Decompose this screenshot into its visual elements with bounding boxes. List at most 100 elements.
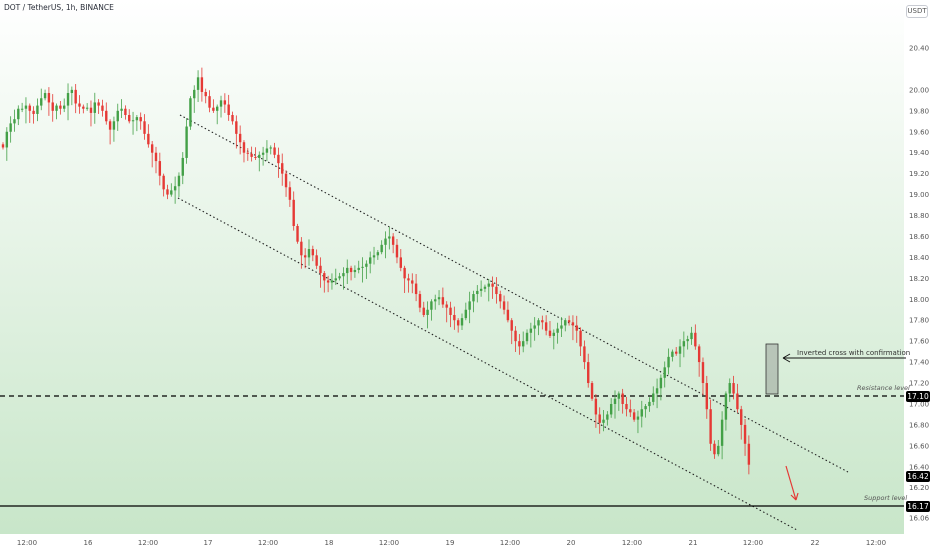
candle-body — [63, 105, 66, 109]
candle-body — [85, 107, 89, 109]
candle-body — [445, 304, 448, 308]
candle-body — [548, 330, 552, 336]
candle-body — [269, 147, 272, 149]
y-tick-label: 18.60 — [909, 233, 929, 241]
candle-body — [380, 244, 383, 253]
candle-body — [510, 320, 513, 331]
candle-body — [330, 280, 334, 283]
candle-body — [579, 330, 582, 347]
candle-body — [407, 278, 410, 281]
candle-body — [533, 325, 536, 329]
candle-body — [460, 318, 464, 326]
candle-body — [227, 104, 230, 116]
candle-body — [1, 144, 5, 148]
candle-body — [655, 388, 659, 394]
currency-badge[interactable]: USDT — [906, 5, 928, 18]
x-tick-label: 18 — [325, 539, 334, 547]
candle-body — [632, 412, 636, 420]
candle-body — [525, 332, 529, 342]
candle-body — [250, 153, 253, 157]
x-tick-label: 12:00 — [866, 539, 886, 547]
candle-body — [131, 120, 135, 122]
candle-body — [663, 367, 666, 378]
candle-body — [552, 332, 555, 336]
y-tick-label: 18.40 — [909, 254, 929, 262]
candle-body — [640, 409, 643, 417]
candle-body — [181, 157, 184, 176]
candle-body — [652, 393, 655, 402]
candle-body — [254, 156, 257, 158]
y-tick-label: 17.60 — [909, 338, 929, 346]
candle-body — [150, 144, 154, 153]
candle-body — [583, 346, 586, 363]
candle-body — [311, 249, 315, 256]
forecast-arrow-head — [790, 492, 799, 501]
candle-body — [414, 283, 418, 295]
candle-body — [154, 152, 158, 162]
x-tick-label: 12:00 — [258, 539, 278, 547]
candle-body — [334, 278, 337, 281]
candle-body — [196, 77, 200, 90]
candle-body — [342, 273, 345, 277]
candle-body — [629, 409, 632, 413]
candle-body — [112, 121, 116, 130]
price-axis-panel — [904, 0, 932, 550]
candle-body — [740, 409, 743, 425]
candle-body — [135, 117, 139, 121]
candle-body — [216, 106, 219, 111]
candle-body — [659, 377, 663, 389]
candle-body — [166, 189, 169, 195]
y-tick-label: 19.80 — [909, 107, 929, 115]
candle-body — [128, 115, 131, 122]
y-tick-label: 19.40 — [909, 149, 929, 157]
candle-body — [177, 175, 181, 187]
y-tick-label: 17.00 — [909, 400, 929, 408]
candle-body — [40, 98, 43, 106]
candle-body — [24, 105, 28, 109]
candle-body — [717, 445, 720, 455]
candle-body — [736, 393, 739, 410]
candle-body — [323, 273, 326, 281]
candle-body — [369, 257, 372, 264]
candle-body — [13, 119, 16, 124]
candle-body — [173, 186, 177, 191]
candle-body — [671, 351, 674, 357]
candle-body — [602, 419, 605, 423]
candle-body — [537, 320, 540, 326]
x-tick-label: 19 — [446, 539, 455, 547]
x-tick-label: 12:00 — [138, 539, 158, 547]
x-tick-label: 12:00 — [17, 539, 37, 547]
candle-body — [120, 108, 123, 111]
candle-body — [713, 443, 716, 455]
candle-body — [453, 314, 456, 321]
candle-body — [124, 108, 127, 116]
candle-body — [590, 383, 594, 399]
resistance-level-label: Resistance level — [857, 384, 910, 392]
candle-body — [303, 255, 307, 258]
candle-body — [147, 133, 150, 145]
candle-body — [571, 322, 575, 326]
y-tick-label: 19.00 — [909, 191, 929, 199]
candle-body — [720, 419, 724, 446]
candle-body — [701, 362, 705, 384]
candle-body — [189, 98, 192, 127]
candle-body — [223, 100, 227, 105]
candle-body — [93, 102, 96, 113]
candle-body — [617, 393, 621, 399]
candle-body — [265, 148, 269, 153]
x-tick-label: 16 — [84, 539, 93, 547]
candle-body — [678, 346, 682, 354]
candle-body — [28, 105, 31, 111]
candle-body — [556, 328, 559, 333]
candle-body — [697, 346, 701, 363]
candle-body — [606, 414, 609, 420]
candle-body — [78, 103, 81, 107]
candle-body — [326, 280, 330, 283]
candle-body — [418, 294, 422, 308]
candle-body — [51, 102, 54, 111]
candle-body — [609, 403, 613, 415]
candle-body — [682, 341, 686, 347]
candle-body — [89, 107, 93, 113]
candle-body — [365, 263, 368, 267]
